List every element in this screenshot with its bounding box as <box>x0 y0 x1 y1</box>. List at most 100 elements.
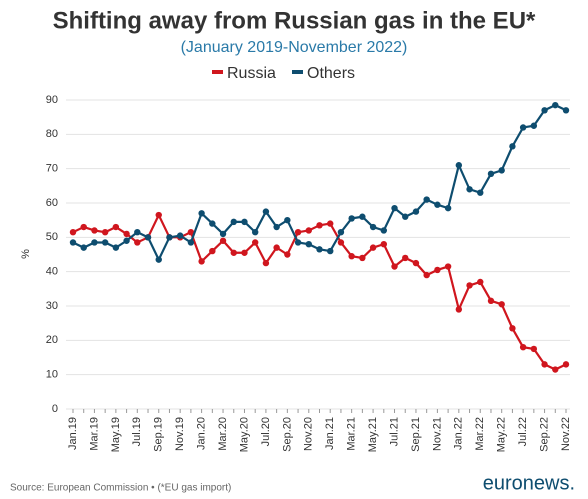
point <box>327 247 334 255</box>
point <box>498 301 505 308</box>
point <box>487 297 495 305</box>
point <box>380 227 388 234</box>
point <box>477 189 484 196</box>
point <box>155 256 162 263</box>
point <box>412 259 420 267</box>
y-tick-label: 80 <box>46 128 58 140</box>
point <box>209 220 216 227</box>
x-tick-label: Jul.22 <box>517 417 529 446</box>
x-tick-label: May.22 <box>496 417 508 452</box>
point <box>134 239 141 246</box>
legend-swatch <box>292 70 303 74</box>
x-tick-label: Jul.21 <box>388 417 400 446</box>
point <box>444 263 452 270</box>
point <box>402 213 409 220</box>
point <box>284 251 291 258</box>
point <box>359 254 366 262</box>
point <box>176 232 184 239</box>
point <box>562 107 570 114</box>
y-tick-label: 20 <box>46 334 58 346</box>
point <box>348 253 355 260</box>
point <box>487 170 495 178</box>
point <box>455 306 463 313</box>
point <box>380 241 388 248</box>
point <box>273 223 280 231</box>
x-tick-label: Sep.22 <box>538 417 550 452</box>
point <box>219 237 227 244</box>
point <box>123 230 130 238</box>
y-tick-label: 30 <box>46 300 58 312</box>
x-tick-label: Nov.19 <box>174 417 186 451</box>
point <box>80 244 87 251</box>
point <box>284 216 291 224</box>
point <box>466 282 473 289</box>
chart-subtitle: (January 2019-November 2022) <box>181 39 408 56</box>
x-tick-label: May.19 <box>110 417 122 452</box>
point <box>552 366 559 373</box>
point <box>91 227 98 234</box>
x-tick-label: Nov.21 <box>431 417 443 451</box>
point <box>305 227 312 234</box>
point <box>69 239 77 246</box>
point <box>294 228 302 236</box>
point <box>262 259 270 267</box>
x-tick-label: Mar.20 <box>217 417 229 451</box>
point <box>294 239 302 246</box>
point <box>123 237 130 244</box>
point <box>187 228 195 236</box>
y-tick-label: 70 <box>46 163 58 175</box>
point <box>112 244 120 251</box>
x-tick-label: May.21 <box>367 417 379 452</box>
point <box>444 204 452 212</box>
x-tick-label: Sep.20 <box>281 417 293 452</box>
point <box>144 234 152 241</box>
legend-swatch <box>212 70 223 74</box>
point <box>230 218 237 226</box>
point <box>134 228 141 236</box>
point <box>519 124 527 131</box>
legend-label: Russia <box>227 65 276 82</box>
point <box>369 223 377 231</box>
point <box>509 143 516 150</box>
y-tick-label: 60 <box>46 197 58 209</box>
x-tick-label: Jul.19 <box>131 417 143 446</box>
point <box>241 218 248 226</box>
point <box>391 263 398 270</box>
point <box>91 239 98 246</box>
point <box>509 325 516 332</box>
point <box>251 228 259 236</box>
y-tick-label: 0 <box>52 403 58 415</box>
point <box>316 246 323 253</box>
x-tick-label: Nov.22 <box>560 417 572 451</box>
point <box>112 223 120 231</box>
point <box>337 228 345 236</box>
point <box>101 239 109 246</box>
point <box>316 222 323 229</box>
source: Source: European Commission • (*EU gas i… <box>10 483 231 494</box>
x-tick-label: May.20 <box>238 417 250 452</box>
x-tick-label: Sep.21 <box>410 417 422 452</box>
point <box>519 344 527 351</box>
x-tick-label: Jan.20 <box>196 417 208 450</box>
x-tick-label: Mar.22 <box>474 417 486 451</box>
point <box>541 361 548 368</box>
point <box>219 230 227 238</box>
point <box>251 239 259 246</box>
point <box>198 258 205 265</box>
point <box>423 271 430 279</box>
x-tick-label: Jan.19 <box>67 417 79 450</box>
legend-label: Others <box>307 65 355 82</box>
point <box>423 196 430 203</box>
point <box>198 210 205 217</box>
point <box>530 345 538 353</box>
point <box>337 239 345 246</box>
x-tick-label: Jul.20 <box>260 417 272 446</box>
y-tick-label: 10 <box>46 369 58 381</box>
point <box>273 244 280 251</box>
x-tick-label: Sep.19 <box>153 417 165 452</box>
point <box>348 215 355 222</box>
point <box>241 249 248 256</box>
point <box>562 361 570 368</box>
x-tick-label: Jan.22 <box>453 417 465 450</box>
brand-logo: euronews. <box>483 472 575 494</box>
